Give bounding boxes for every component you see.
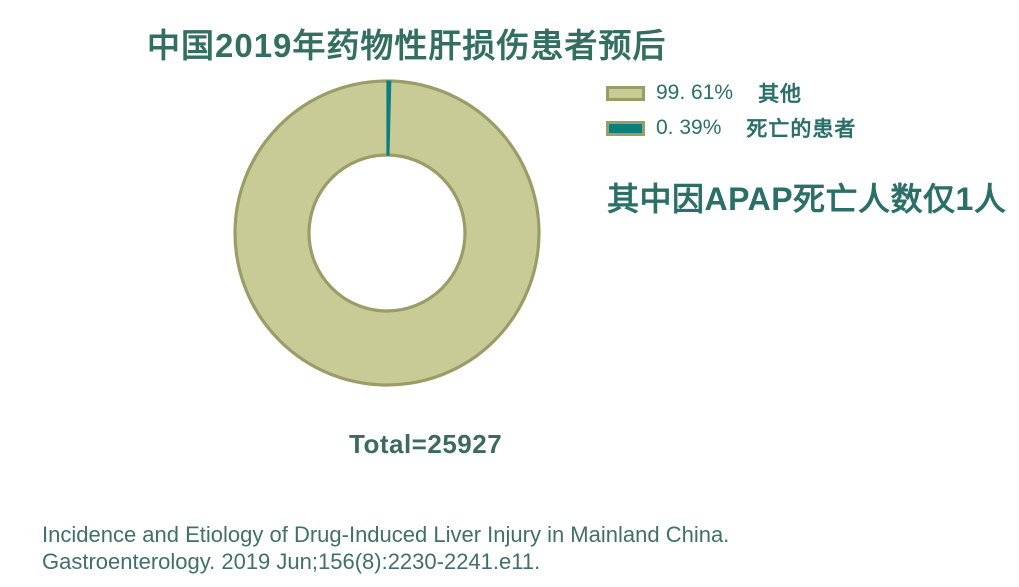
legend-label-others: 其他 [758, 83, 803, 106]
chart-title: 中国2019年药物性肝损伤患者预后 [147, 27, 667, 64]
citation-line-1: Incidence and Etiology of Drug-Induced L… [42, 522, 730, 547]
apap-annotation: 其中因APAP死亡人数仅1人 [607, 181, 1007, 217]
legend-pct-others: 99. 61% [656, 81, 734, 104]
legend-label-deceased: 死亡的患者 [746, 118, 857, 141]
donut-chart [233, 79, 541, 387]
legend-pct-deceased: 0. 39% [656, 116, 722, 139]
legend-swatch-others-icon [606, 85, 645, 101]
citation: Incidence and Etiology of Drug-Induced L… [42, 521, 729, 575]
legend-item-deceased: 0. 39% 死亡的患者 [606, 116, 856, 141]
total-label: Total=25927 [349, 429, 503, 459]
citation-line-2: Gastroenterology. 2019 Jun;156(8):2230-2… [42, 549, 541, 574]
legend-swatch-deceased-icon [606, 120, 645, 136]
legend-item-others: 99. 61% 其他 [606, 81, 856, 106]
chart-legend: 99. 61% 其他 0. 39% 死亡的患者 [606, 81, 856, 141]
